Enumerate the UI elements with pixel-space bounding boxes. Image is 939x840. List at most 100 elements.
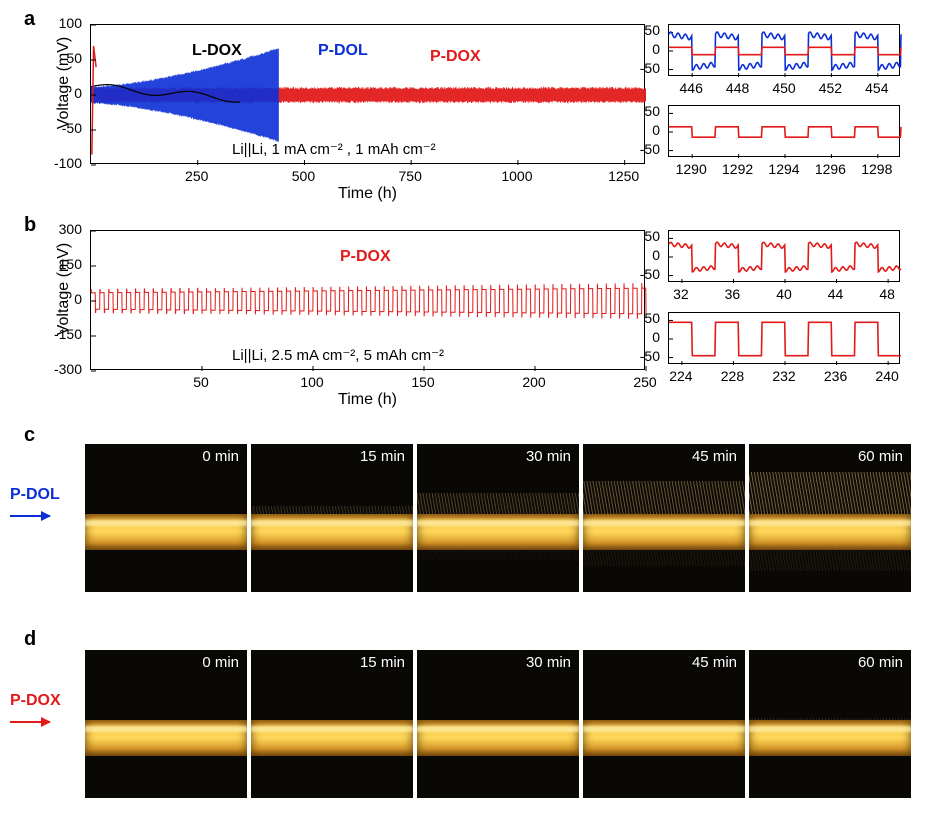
x-tick: 228 (721, 368, 744, 384)
y-tick: -150 (54, 326, 82, 342)
y-tick: -300 (54, 361, 82, 377)
micrograph: 45 min (583, 650, 745, 798)
micrograph: 60 min (749, 444, 911, 592)
inset-trace (669, 47, 901, 54)
y-tick: 100 (59, 15, 82, 31)
arrow-right-icon (10, 721, 50, 723)
panel-a-condition: Li||Li, 1 mA cm⁻² , 1 mAh cm⁻² (232, 140, 436, 158)
inset-trace (669, 322, 901, 355)
micrograph: 30 min (417, 444, 579, 592)
y-tick: 150 (59, 256, 82, 272)
panel-a-pdol-trace (91, 48, 279, 142)
panel-b-inset-bottom (668, 312, 900, 364)
y-tick: 300 (59, 221, 82, 237)
panel-a-pdox-label: P-DOX (430, 48, 481, 66)
time-label: 0 min (202, 654, 239, 671)
x-tick: 150 (411, 374, 434, 390)
micrograph: 45 min (583, 444, 745, 592)
panel-b-label: b (24, 214, 36, 237)
time-label: 0 min (202, 448, 239, 465)
panel-b-condition: Li||Li, 2.5 mA cm⁻², 5 mAh cm⁻² (232, 346, 444, 364)
inset-trace (669, 127, 901, 137)
x-tick: 50 (193, 374, 209, 390)
y-tick: 0 (74, 85, 82, 101)
x-tick: 1250 (608, 168, 639, 184)
x-tick: 200 (522, 374, 545, 390)
time-label: 60 min (858, 448, 903, 465)
panel-a-label: a (24, 8, 35, 31)
x-tick: 232 (772, 368, 795, 384)
y-tick: -100 (54, 155, 82, 171)
y-tick: 50 (644, 103, 660, 119)
x-tick: 40 (776, 286, 792, 302)
micrograph: 15 min (251, 650, 413, 798)
y-tick: -50 (62, 120, 82, 136)
y-tick: -50 (640, 60, 660, 76)
micrograph: 15 min (251, 444, 413, 592)
time-label: 15 min (360, 654, 405, 671)
x-tick: 32 (673, 286, 689, 302)
x-tick: 500 (292, 168, 315, 184)
panel-c-label: c (24, 424, 35, 447)
y-tick: 0 (652, 41, 660, 57)
x-tick: 250 (185, 168, 208, 184)
micrograph: 0 min (85, 650, 247, 798)
y-tick: -50 (640, 348, 660, 364)
x-tick: 450 (772, 80, 795, 96)
x-tick: 240 (875, 368, 898, 384)
y-tick: 50 (644, 310, 660, 326)
x-tick: 100 (300, 374, 323, 390)
time-label: 45 min (692, 448, 737, 465)
y-tick: -50 (640, 141, 660, 157)
y-tick: 0 (652, 329, 660, 345)
x-tick: 750 (399, 168, 422, 184)
panel-b-pdox-trace (91, 283, 646, 319)
x-tick: 1292 (722, 161, 753, 177)
x-tick: 1000 (501, 168, 532, 184)
x-tick: 1290 (676, 161, 707, 177)
x-tick: 1298 (861, 161, 892, 177)
x-tick: 448 (726, 80, 749, 96)
panel-a-inset-top (668, 24, 900, 76)
arrow-right-icon (10, 515, 50, 517)
time-label: 45 min (692, 654, 737, 671)
panel-d-strip: 0 min 15 min 30 min 45 min 60 min (85, 650, 915, 803)
y-tick: 0 (652, 247, 660, 263)
time-label: 15 min (360, 448, 405, 465)
panel-a-inset-bottom (668, 105, 900, 157)
x-tick: 1296 (815, 161, 846, 177)
y-tick: 50 (644, 22, 660, 38)
panel-c-arrow-label: P-DOL (10, 486, 60, 504)
panel-b-pdox-label: P-DOX (340, 248, 391, 266)
inset-trace (669, 242, 901, 272)
panel-a-ldox-label: L-DOX (192, 42, 242, 60)
panel-b-inset-top (668, 230, 900, 282)
x-tick: 250 (633, 374, 656, 390)
x-tick: 36 (725, 286, 741, 302)
panel-a-xlabel: Time (h) (90, 185, 645, 203)
y-tick: -50 (640, 266, 660, 282)
x-tick: 1294 (768, 161, 799, 177)
panel-d-arrow-label: P-DOX (10, 692, 61, 710)
x-tick: 48 (879, 286, 895, 302)
time-label: 30 min (526, 654, 571, 671)
time-label: 30 min (526, 448, 571, 465)
panel-a-pdol-label: P-DOL (318, 42, 368, 60)
y-tick: 50 (66, 50, 82, 66)
y-tick: 0 (74, 291, 82, 307)
micrograph: 0 min (85, 444, 247, 592)
y-tick: 0 (652, 122, 660, 138)
panel-d-label: d (24, 628, 36, 651)
panel-b-xlabel: Time (h) (90, 391, 645, 409)
micrograph: 30 min (417, 650, 579, 798)
y-tick: 50 (644, 228, 660, 244)
panel-c-strip: 0 min 15 min 30 min 45 min 60 min (85, 444, 915, 597)
x-tick: 454 (865, 80, 888, 96)
x-tick: 446 (680, 80, 703, 96)
time-label: 60 min (858, 654, 903, 671)
x-tick: 224 (669, 368, 692, 384)
x-tick: 44 (828, 286, 844, 302)
x-tick: 452 (819, 80, 842, 96)
micrograph: 60 min (749, 650, 911, 798)
x-tick: 236 (824, 368, 847, 384)
